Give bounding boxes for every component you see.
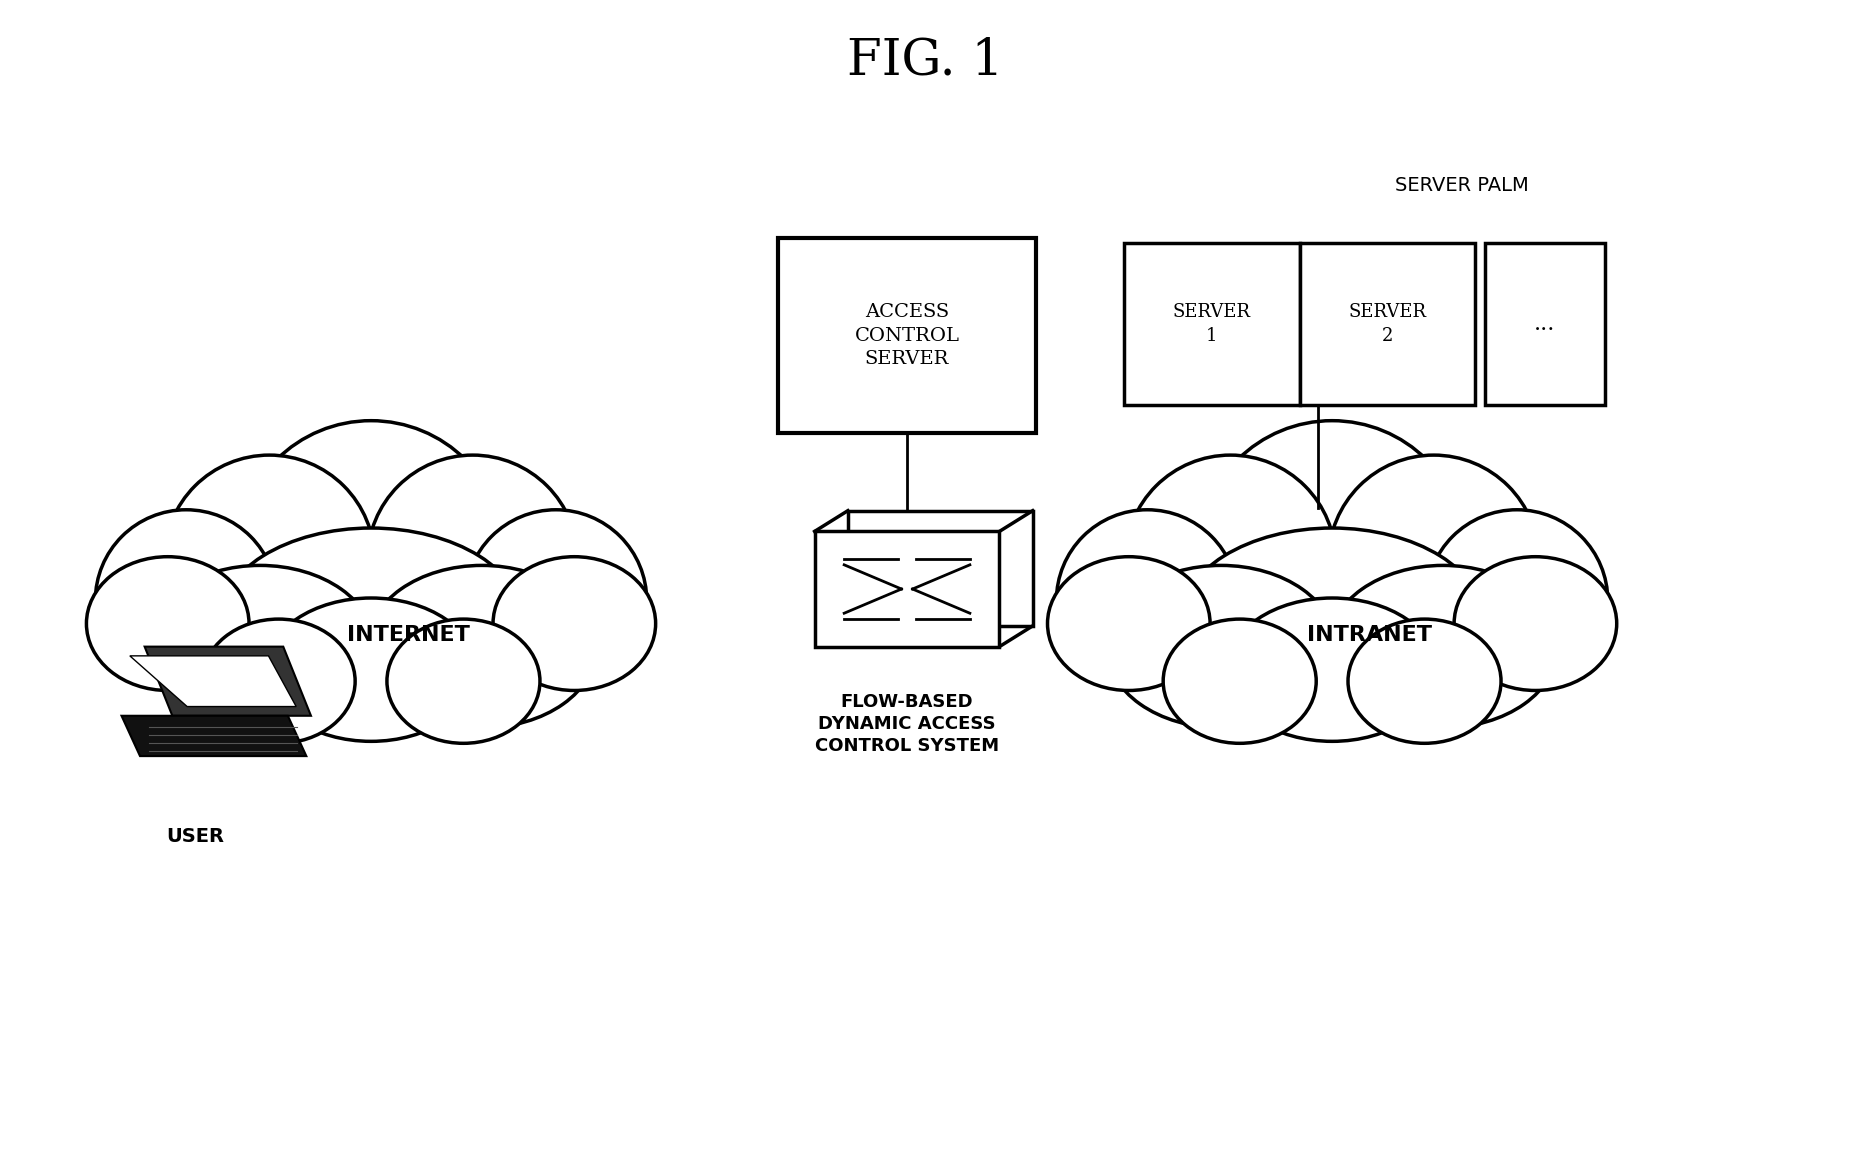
Text: FLOW-BASED
DYNAMIC ACCESS
CONTROL SYSTEM: FLOW-BASED DYNAMIC ACCESS CONTROL SYSTEM [814, 693, 1000, 755]
Ellipse shape [1048, 557, 1211, 691]
Ellipse shape [368, 455, 578, 665]
Ellipse shape [1348, 619, 1501, 744]
Bar [1124, 244, 1299, 404]
Text: FIG. 1: FIG. 1 [848, 36, 1003, 85]
Bar [777, 238, 1037, 433]
Ellipse shape [1329, 566, 1559, 728]
Text: USER: USER [167, 827, 224, 847]
Bar [1485, 244, 1605, 404]
Text: INTERNET: INTERNET [346, 625, 470, 646]
Ellipse shape [202, 619, 355, 744]
Bar [848, 511, 1033, 626]
Text: INTRANET: INTRANET [1307, 625, 1431, 646]
Bar [1299, 244, 1475, 404]
Ellipse shape [1425, 509, 1609, 692]
Ellipse shape [1455, 557, 1616, 691]
Ellipse shape [1227, 598, 1438, 742]
Polygon shape [144, 647, 311, 716]
Polygon shape [122, 716, 307, 757]
Ellipse shape [218, 528, 524, 720]
Ellipse shape [465, 509, 646, 692]
Ellipse shape [1198, 420, 1466, 688]
Text: SERVER PALM: SERVER PALM [1394, 177, 1529, 195]
Ellipse shape [237, 420, 505, 688]
Ellipse shape [492, 557, 655, 691]
Text: SERVER
2: SERVER 2 [1349, 304, 1427, 345]
Ellipse shape [1057, 509, 1238, 692]
Ellipse shape [1107, 566, 1336, 728]
Ellipse shape [366, 566, 596, 728]
Bar [814, 531, 1000, 647]
Text: ACCESS
CONTROL
SERVER: ACCESS CONTROL SERVER [855, 303, 959, 368]
Ellipse shape [1179, 528, 1485, 720]
Ellipse shape [165, 455, 374, 665]
Ellipse shape [146, 566, 376, 728]
Polygon shape [130, 656, 296, 707]
Ellipse shape [1329, 455, 1538, 665]
Ellipse shape [1125, 455, 1336, 665]
Ellipse shape [387, 619, 540, 744]
Text: SERVER
1: SERVER 1 [1174, 304, 1251, 345]
Ellipse shape [267, 598, 476, 742]
Ellipse shape [1162, 619, 1316, 744]
Ellipse shape [87, 557, 250, 691]
Text: ...: ... [1534, 313, 1555, 335]
Ellipse shape [96, 509, 278, 692]
